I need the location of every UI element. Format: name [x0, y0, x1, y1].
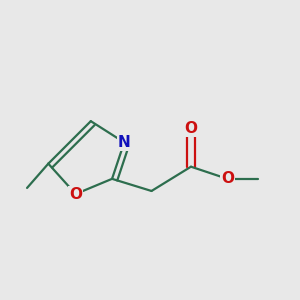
Text: O: O [221, 171, 234, 186]
Text: O: O [184, 121, 197, 136]
Text: O: O [69, 187, 82, 202]
Text: N: N [118, 135, 130, 150]
